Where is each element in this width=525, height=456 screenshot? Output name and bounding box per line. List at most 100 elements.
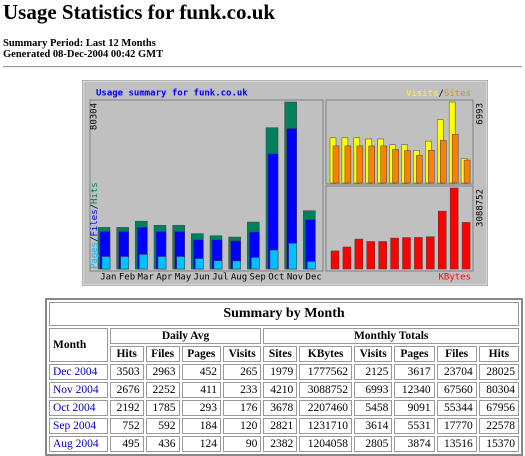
y-tick-label: 6993 xyxy=(476,103,486,125)
bar xyxy=(449,187,459,270)
month-link[interactable]: Aug 2004 xyxy=(53,438,99,450)
data-row: Sep 2004 752 592 184 120 2821 1231710 3614 5531 1… xyxy=(49,418,519,434)
value-cell: 1785 xyxy=(145,400,180,416)
value-cell: 3614 xyxy=(354,418,393,434)
x-tick-label: Jun xyxy=(194,273,210,283)
value-cell: 22578 xyxy=(478,418,519,434)
value-cell: 592 xyxy=(145,418,180,434)
month-cell: Dec 2004 xyxy=(49,364,108,380)
x-tick-label: Oct xyxy=(268,273,284,283)
column-header: Files xyxy=(436,346,477,362)
x-tick-label: Aug xyxy=(231,273,247,283)
value-cell: 90 xyxy=(223,436,262,452)
bar xyxy=(356,145,364,184)
x-tick-label: Nov xyxy=(287,273,303,283)
y-tick-label: 80304 xyxy=(90,103,100,130)
value-cell: 293 xyxy=(181,400,222,416)
group-header: Daily Avg xyxy=(109,328,262,344)
bar xyxy=(213,260,223,270)
legend-entry: Sites xyxy=(444,89,471,99)
month-link[interactable]: Sep 2004 xyxy=(53,420,97,432)
value-cell: 184 xyxy=(181,418,222,434)
x-tick-label: Mar xyxy=(138,273,155,283)
value-cell: 1979 xyxy=(263,364,298,380)
value-cell: 2125 xyxy=(354,364,393,380)
month-link[interactable]: Nov 2004 xyxy=(53,384,99,396)
bar xyxy=(342,246,352,270)
bar xyxy=(139,254,148,270)
value-cell: 6993 xyxy=(354,382,393,398)
value-cell: 28025 xyxy=(478,364,519,380)
value-cell: 4210 xyxy=(263,382,298,398)
summary-period: Summary Period: Last 12 Months xyxy=(3,38,156,49)
month-link[interactable]: Dec 2004 xyxy=(53,366,98,378)
value-cell: 2192 xyxy=(109,400,144,416)
x-tick-label: Jul xyxy=(212,273,228,283)
month-link[interactable]: Oct 2004 xyxy=(53,402,96,414)
legend-entry: Files xyxy=(90,209,100,236)
value-cell: 3874 xyxy=(394,436,435,452)
generated-date: Generated 08-Dec-2004 00:42 GMT xyxy=(3,49,164,60)
page: { "header": { "title": "Usage Statistics… xyxy=(3,0,523,456)
value-cell: 17770 xyxy=(436,418,477,434)
table-title: Summary by Month xyxy=(49,302,519,326)
column-header: Files xyxy=(145,346,180,362)
value-cell: 752 xyxy=(109,418,144,434)
bar xyxy=(251,257,260,270)
value-cell: 176 xyxy=(223,400,262,416)
value-cell: 1204058 xyxy=(299,436,353,452)
value-cell: 12340 xyxy=(394,382,435,398)
x-tick-label: Jan xyxy=(100,273,116,283)
legend-separator: / xyxy=(90,204,100,209)
x-tick-label: May xyxy=(175,273,192,283)
page-title: Usage Statistics for funk.co.uk xyxy=(3,0,276,24)
bar xyxy=(232,260,241,270)
value-cell: 2963 xyxy=(145,364,180,380)
bar xyxy=(404,150,411,184)
bar xyxy=(438,210,447,270)
month-cell: Nov 2004 xyxy=(49,382,108,398)
value-cell: 67560 xyxy=(436,382,477,398)
bar xyxy=(426,236,435,270)
value-cell: 411 xyxy=(181,382,222,398)
value-cell: 2252 xyxy=(145,382,180,398)
value-cell: 80304 xyxy=(478,382,519,398)
column-row: Hits Files Pages Visits Sites KBytes Visits Pag… xyxy=(49,346,519,362)
column-header: Sites xyxy=(263,346,298,362)
bar xyxy=(451,133,459,184)
group-header: Monthly Totals xyxy=(263,328,519,344)
value-cell: 15370 xyxy=(478,436,519,452)
data-row: Nov 2004 2676 2252 411 233 4210 3088752 6993 123… xyxy=(49,382,519,398)
bar xyxy=(368,145,375,184)
value-cell: 1777562 xyxy=(299,364,353,380)
month-cell: Aug 2004 xyxy=(49,436,108,452)
legend-entry: KBytes xyxy=(438,273,471,283)
value-cell: 233 xyxy=(223,382,262,398)
value-cell: 2207460 xyxy=(299,400,353,416)
bar xyxy=(269,249,279,270)
bar xyxy=(330,250,340,270)
bar xyxy=(461,222,471,270)
y-tick-label: 3088752 xyxy=(476,189,486,227)
bar xyxy=(157,256,167,270)
value-cell: 3617 xyxy=(394,364,435,380)
bar xyxy=(354,238,364,270)
column-header: Visits xyxy=(223,346,262,362)
divider xyxy=(3,66,522,68)
summary-table: Summary by Month Month Daily Avg Monthly To… xyxy=(45,298,523,456)
data-row: Dec 2004 3503 2963 452 265 1979 1777562 2125 361… xyxy=(49,364,519,380)
month-header: Month xyxy=(49,328,108,362)
bar xyxy=(414,237,423,270)
value-cell: 23704 xyxy=(436,364,477,380)
usage-chart: Usage summary for funk.co.uk 80304 Jan Feb… xyxy=(82,80,488,286)
series-legend: Pages/Files/Hits xyxy=(90,182,100,269)
bar xyxy=(332,145,340,184)
value-cell: 124 xyxy=(181,436,222,452)
bar xyxy=(428,150,435,184)
x-tick-label: Sep xyxy=(250,273,266,283)
value-cell: 2382 xyxy=(263,436,298,452)
value-cell: 3678 xyxy=(263,400,298,416)
value-cell: 55344 xyxy=(436,400,477,416)
bar xyxy=(390,237,399,270)
value-cell: 3503 xyxy=(109,364,144,380)
